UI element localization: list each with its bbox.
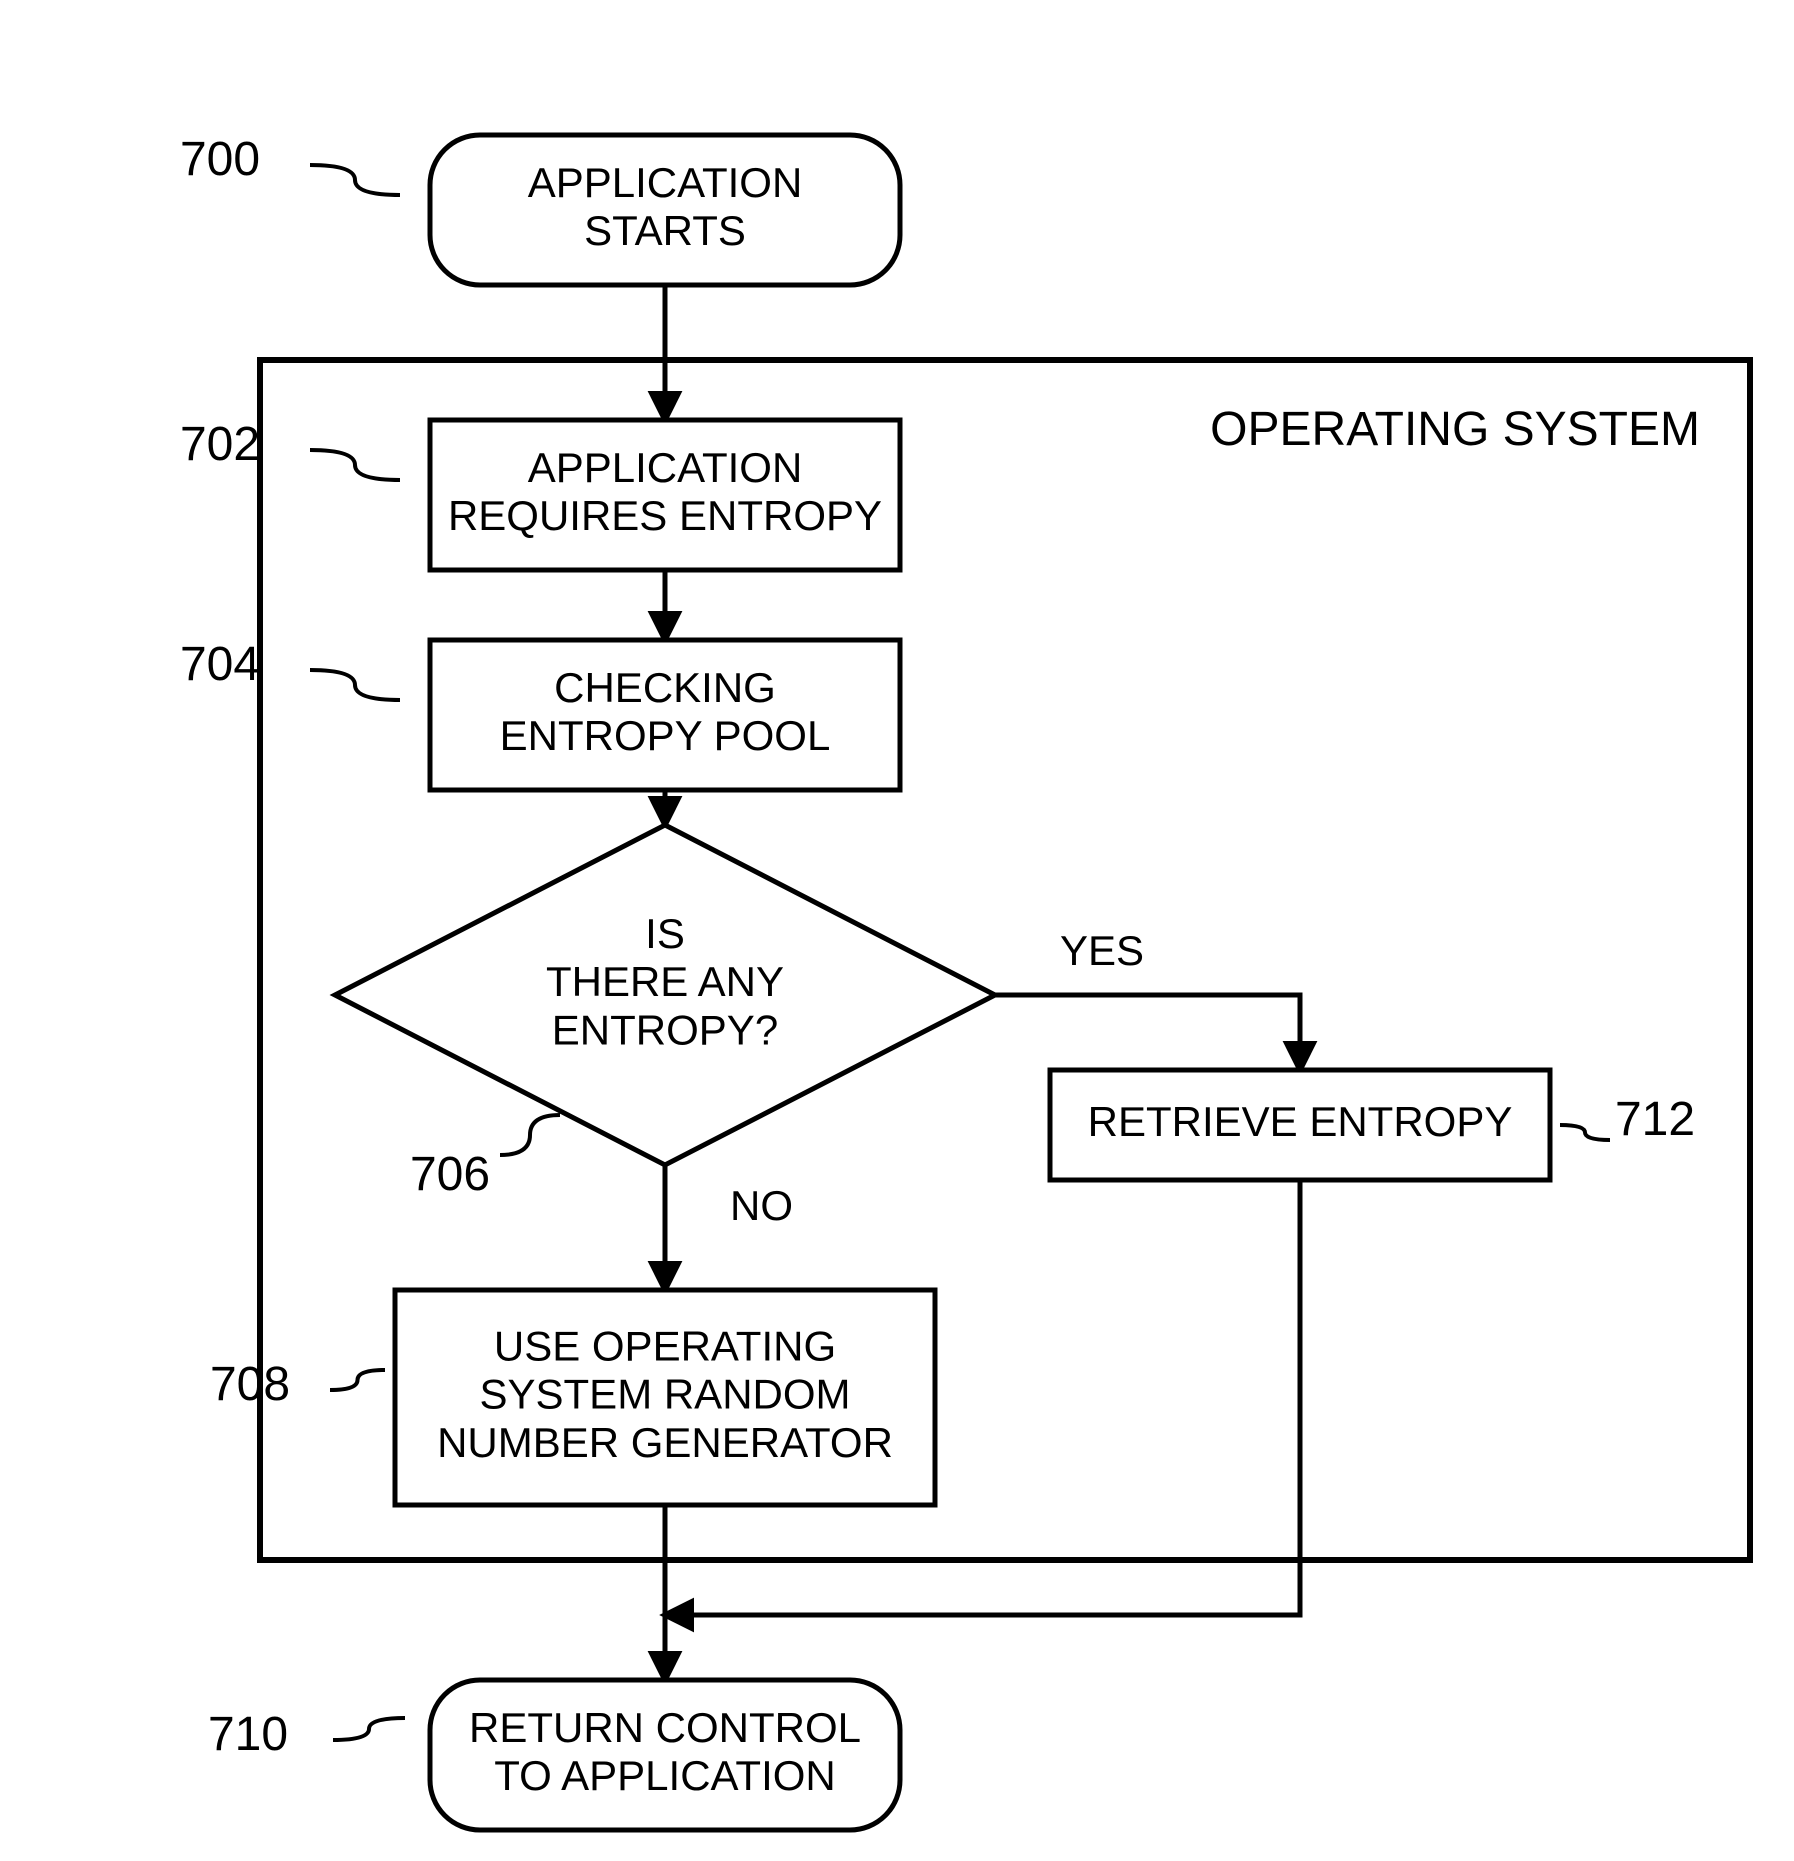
node-n704: CHECKINGENTROPY POOL [430,640,900,790]
node-text-line: USE OPERATING [494,1322,836,1369]
node-text-line: IS [645,910,685,957]
ref-n712: 712 [1615,1093,1695,1146]
edge-label: YES [1060,927,1144,974]
ref-n708: 708 [210,1358,290,1411]
node-text-line: NUMBER GENERATOR [437,1419,893,1466]
node-text-line: APPLICATION [528,444,803,491]
node-text-line: THERE ANY [546,958,784,1005]
node-text-line: ENTROPY POOL [500,712,831,759]
node-text-line: RETRIEVE ENTROPY [1088,1098,1513,1145]
node-n708: USE OPERATINGSYSTEM RANDOMNUMBER GENERAT… [395,1290,935,1505]
container-label: OPERATING SYSTEM [1210,403,1700,456]
node-n712: RETRIEVE ENTROPY [1050,1070,1550,1180]
ref-n706: 706 [410,1148,490,1201]
node-text-line: STARTS [584,207,746,254]
node-text-line: REQUIRES ENTROPY [448,492,882,539]
edge-label: NO [730,1182,793,1229]
node-n710: RETURN CONTROLTO APPLICATION [430,1680,900,1830]
ref-n704: 704 [180,638,260,691]
node-text-line: RETURN CONTROL [469,1704,861,1751]
ref-n700: 700 [180,133,260,186]
node-text-line: SYSTEM RANDOM [479,1371,850,1418]
node-text-line: ENTROPY? [552,1006,778,1053]
node-text-line: APPLICATION [528,159,803,206]
node-n702: APPLICATIONREQUIRES ENTROPY [430,420,900,570]
node-text-line: TO APPLICATION [494,1752,836,1799]
node-text-line: CHECKING [554,664,776,711]
ref-n710: 710 [208,1708,288,1761]
ref-n702: 702 [180,418,260,471]
node-n700: APPLICATIONSTARTS [430,135,900,285]
canvas-background [0,0,1794,1861]
